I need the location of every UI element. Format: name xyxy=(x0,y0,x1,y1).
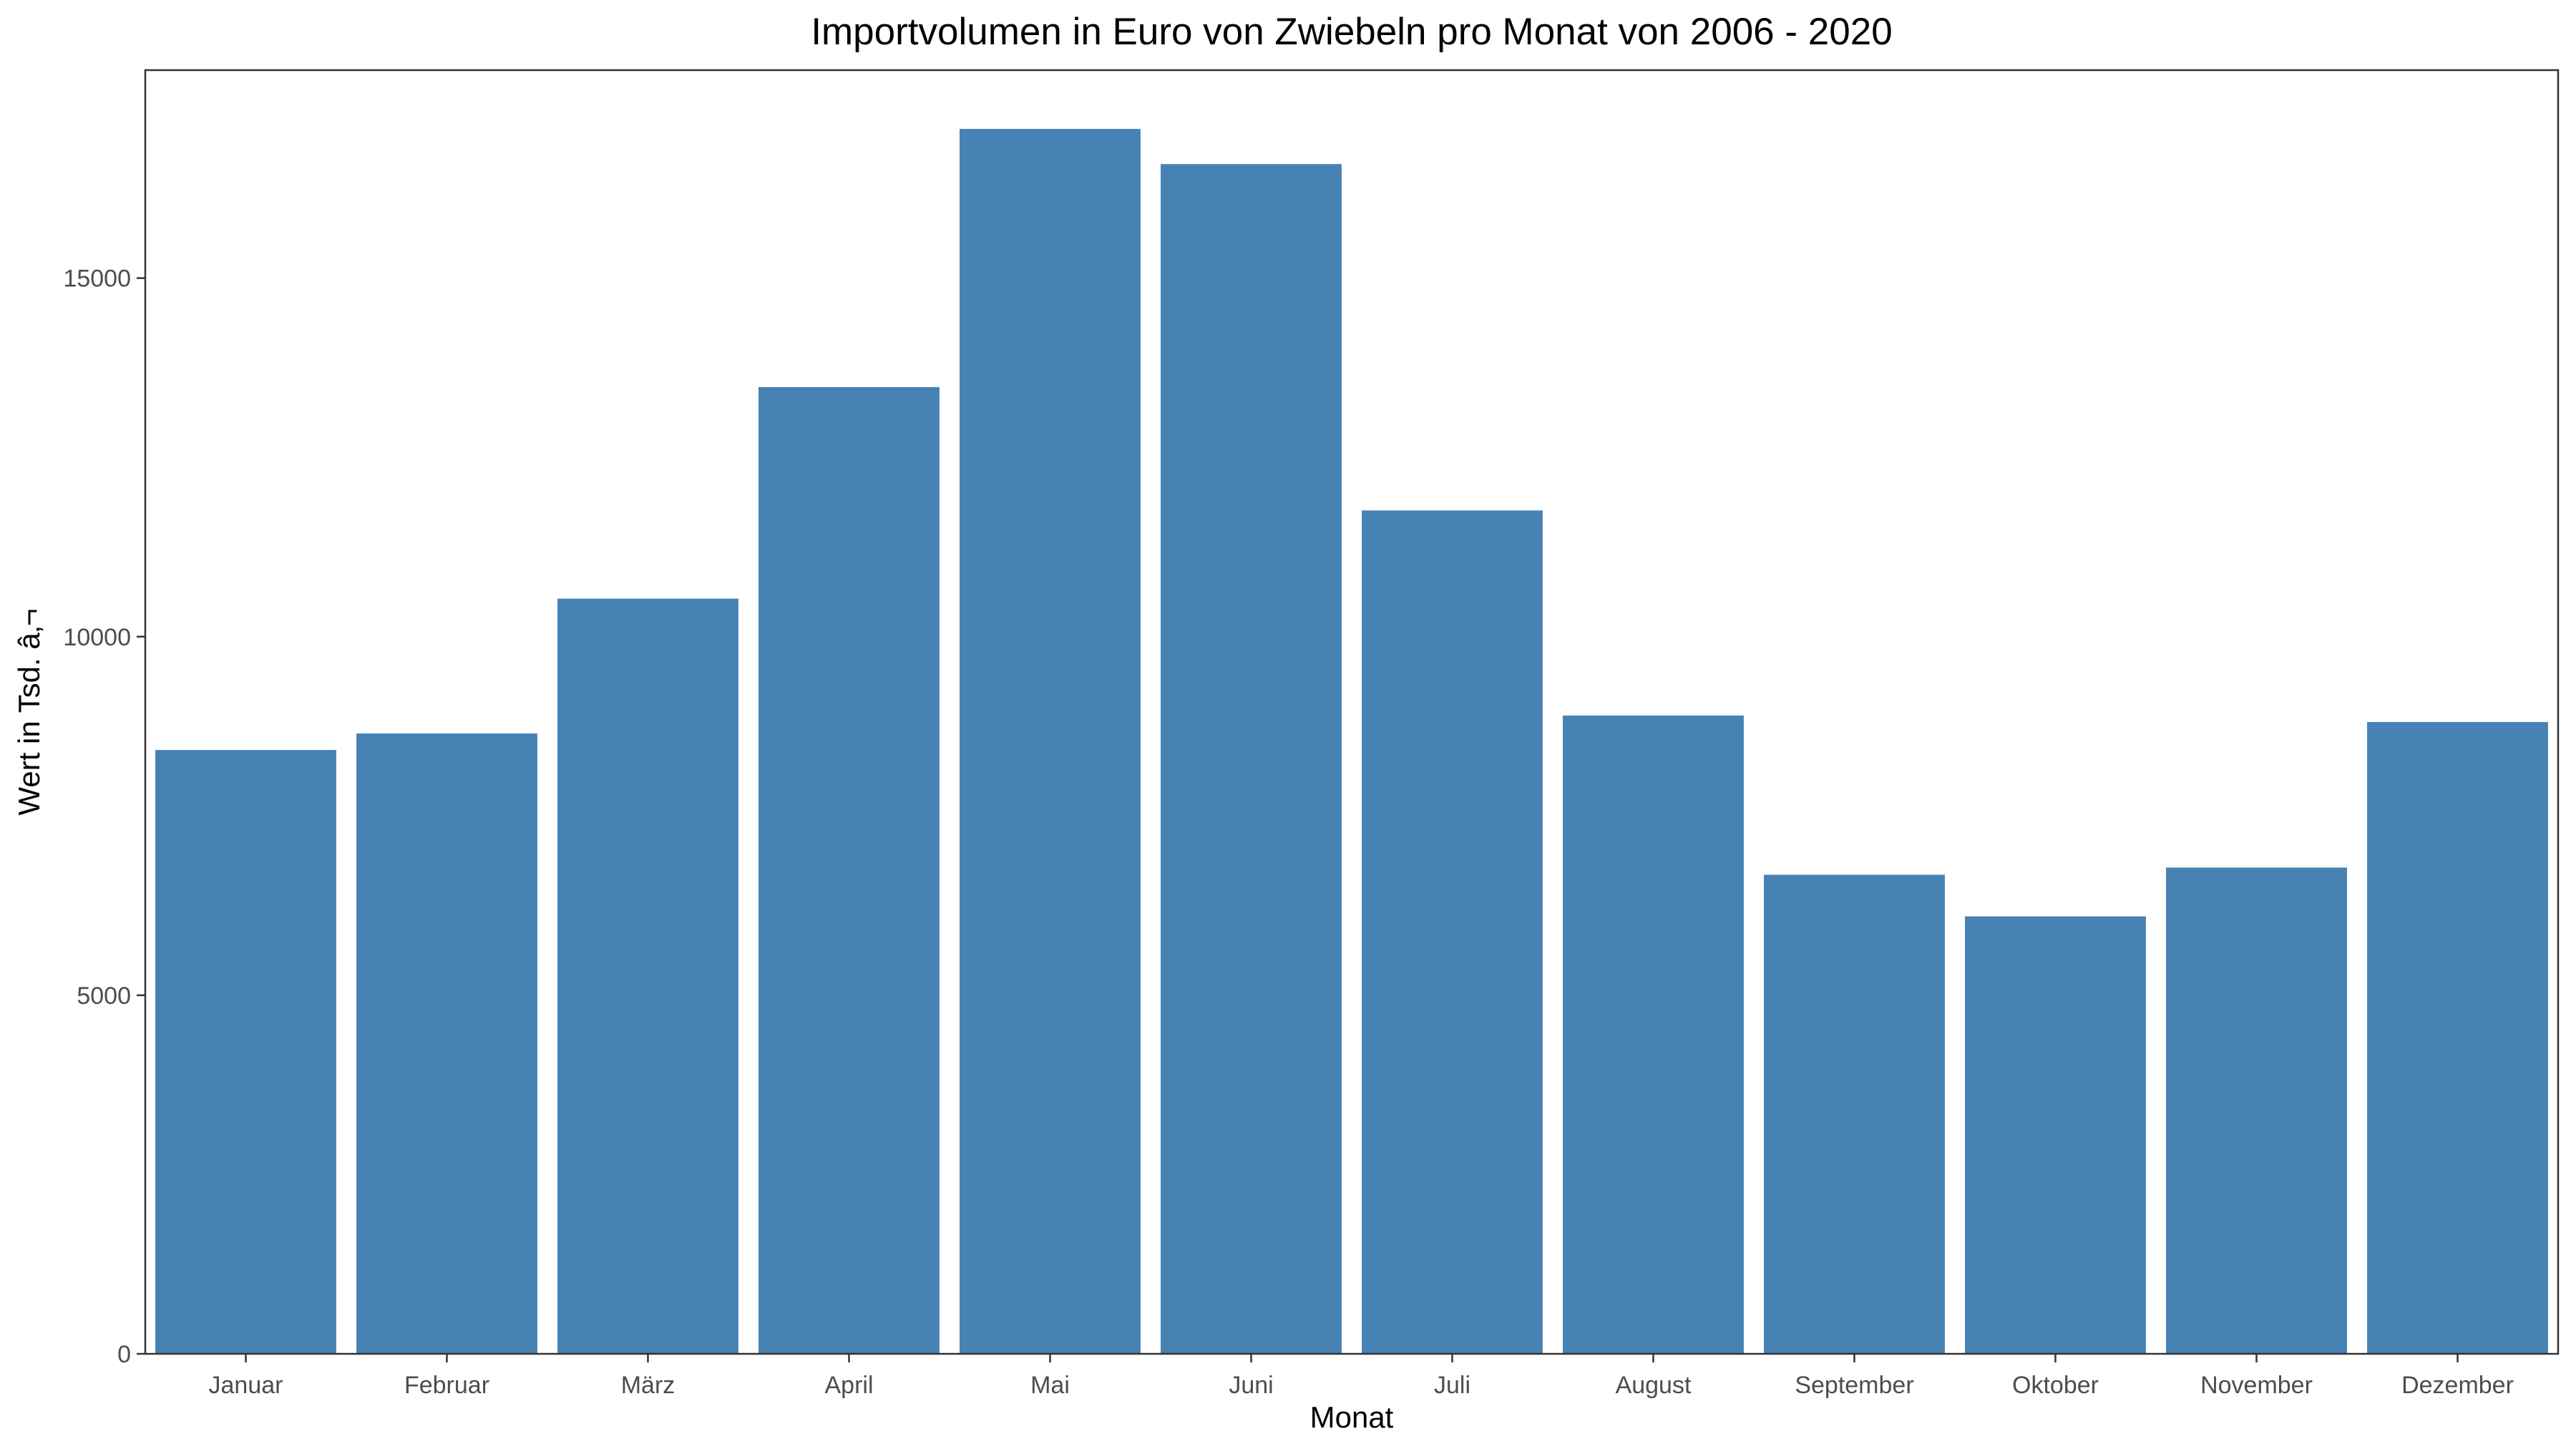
x-tick-label: August xyxy=(1616,1372,1692,1399)
x-tick-label: Februar xyxy=(404,1372,489,1399)
x-tick-label: April xyxy=(824,1372,873,1399)
bar-12 xyxy=(2367,722,2548,1354)
x-tick-label: Juni xyxy=(1229,1372,1273,1399)
bar-5 xyxy=(960,129,1141,1355)
bar-4 xyxy=(758,386,940,1354)
plot-panel-border xyxy=(144,69,2560,1355)
bars xyxy=(155,129,2548,1355)
x-tick-label: Oktober xyxy=(2012,1372,2099,1399)
x-tick-label: November xyxy=(2200,1372,2313,1399)
x-tick-label: Januar xyxy=(209,1372,283,1399)
bar-10 xyxy=(1965,916,2146,1354)
x-axis-title: Monat xyxy=(1310,1400,1394,1434)
x-tick-label: Dezember xyxy=(2401,1372,2514,1399)
y-tick-label: 10000 xyxy=(63,624,131,651)
chart-title: Importvolumen in Euro von Zwiebeln pro M… xyxy=(811,11,1892,53)
bar-1 xyxy=(155,750,336,1354)
x-tick-label: März xyxy=(621,1372,675,1399)
y-axis: 0 5000 10000 15000 xyxy=(63,265,145,1368)
x-axis: Januar Februar März April Mai Juni Juli August S… xyxy=(209,1354,2514,1399)
y-tick-label: 5000 xyxy=(77,982,131,1010)
x-tick-label: September xyxy=(1795,1372,1913,1399)
bar-11 xyxy=(2166,867,2347,1354)
y-tick-label: 15000 xyxy=(63,265,131,293)
x-tick-label: Mai xyxy=(1030,1372,1070,1399)
bar-3 xyxy=(557,598,738,1354)
bar-6 xyxy=(1161,164,1342,1354)
bar-8 xyxy=(1563,716,1744,1354)
y-axis-title: Wert in Tsd. â‚¬ xyxy=(12,608,46,815)
bar-2 xyxy=(356,733,537,1354)
bar-9 xyxy=(1764,874,1945,1354)
x-tick-label: Juli xyxy=(1434,1372,1470,1399)
bar-7 xyxy=(1362,510,1543,1354)
y-tick-label: 0 xyxy=(117,1341,131,1368)
